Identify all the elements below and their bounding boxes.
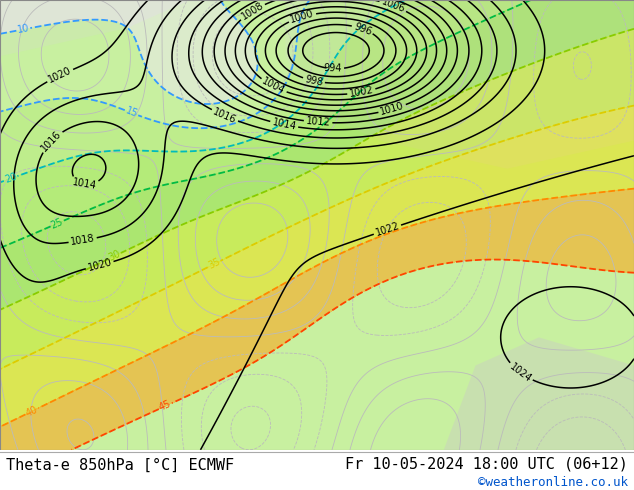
Text: 1020: 1020 (86, 257, 113, 273)
Text: ©weatheronline.co.uk: ©weatheronline.co.uk (477, 476, 628, 490)
Text: 1014: 1014 (271, 117, 297, 132)
Text: 996: 996 (353, 21, 373, 37)
Text: 1016: 1016 (212, 106, 238, 125)
Text: 1006: 1006 (380, 0, 406, 15)
Text: 35: 35 (207, 257, 222, 271)
Text: 1010: 1010 (379, 101, 405, 117)
Text: 1002: 1002 (349, 85, 375, 99)
Text: 1018: 1018 (70, 233, 96, 247)
Text: 1012: 1012 (306, 116, 331, 128)
Text: 25: 25 (49, 217, 65, 231)
Text: 1008: 1008 (239, 0, 266, 22)
Polygon shape (444, 337, 634, 450)
Text: 1020: 1020 (47, 66, 74, 85)
Text: 1014: 1014 (72, 177, 98, 191)
Polygon shape (285, 0, 634, 169)
Polygon shape (0, 0, 190, 56)
Text: 15: 15 (124, 106, 139, 120)
Text: 10: 10 (16, 24, 30, 35)
Text: 994: 994 (323, 63, 342, 74)
Text: Fr 10-05-2024 18:00 UTC (06+12): Fr 10-05-2024 18:00 UTC (06+12) (345, 456, 628, 471)
Text: 1022: 1022 (374, 221, 401, 238)
Text: 1004: 1004 (261, 76, 287, 97)
Text: 30: 30 (107, 249, 122, 263)
Text: 20: 20 (3, 172, 18, 185)
Text: 40: 40 (24, 404, 39, 418)
Text: 1016: 1016 (39, 129, 63, 153)
Text: 998: 998 (304, 74, 324, 88)
Text: 1024: 1024 (508, 361, 533, 384)
Text: Theta-e 850hPa [°C] ECMWF: Theta-e 850hPa [°C] ECMWF (6, 458, 235, 472)
Text: 45: 45 (158, 399, 173, 413)
Text: 1000: 1000 (289, 9, 315, 25)
